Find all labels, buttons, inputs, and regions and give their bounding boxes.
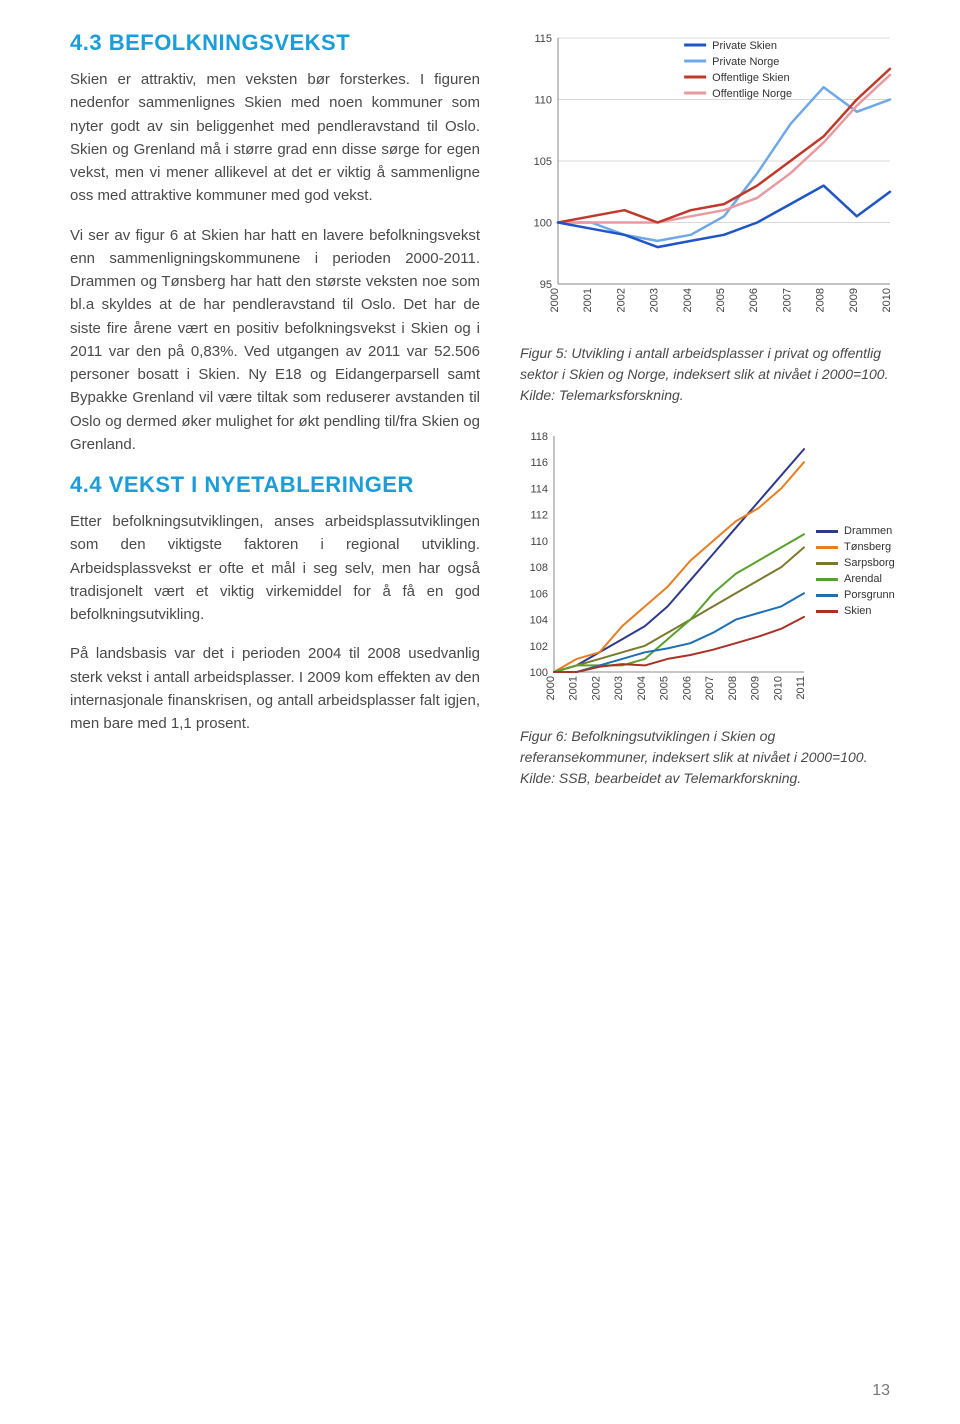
svg-text:2003: 2003 [613, 676, 625, 700]
svg-text:118: 118 [530, 431, 548, 443]
para-1: Skien er attraktiv, men veksten bør for­… [70, 68, 480, 208]
legend-swatch [816, 578, 838, 581]
svg-text:102: 102 [530, 641, 548, 653]
svg-text:110: 110 [534, 95, 552, 107]
svg-text:105: 105 [534, 156, 552, 168]
legend-item: Sarpsborg [816, 557, 895, 569]
svg-text:2004: 2004 [636, 676, 648, 700]
legend-swatch [816, 546, 838, 549]
legend-item: Porsgrunn [816, 589, 895, 601]
svg-text:2005: 2005 [715, 288, 727, 312]
figure-6-chart: 1001021041061081101121141161182000200120… [520, 428, 900, 718]
svg-text:2007: 2007 [704, 676, 716, 700]
left-column: 4.3 BEFOLKNINGSVEKST Skien er attraktiv,… [70, 30, 480, 811]
chart-2-svg: 1001021041061081101121141161182000200120… [520, 428, 810, 718]
svg-text:Offentlige Skien: Offentlige Skien [712, 72, 789, 84]
legend-label: Drammen [844, 525, 892, 537]
chart-1-svg: 9510010511011520002001200220032004200520… [520, 30, 900, 330]
svg-text:2004: 2004 [682, 288, 694, 312]
legend-item: Skien [816, 605, 895, 617]
svg-text:Private Norge: Private Norge [712, 56, 779, 68]
page-columns: 4.3 BEFOLKNINGSVEKST Skien er attraktiv,… [70, 30, 900, 811]
legend-label: Tønsberg [844, 541, 891, 553]
svg-text:2002: 2002 [615, 288, 627, 312]
para-3: Etter befolkningsutviklingen, anses arbe… [70, 510, 480, 626]
svg-text:2011: 2011 [795, 676, 807, 700]
heading-4-4: 4.4 VEKST I NYETABLERINGER [70, 472, 480, 498]
svg-text:2007: 2007 [781, 288, 793, 312]
legend-item: Arendal [816, 573, 895, 585]
svg-text:2005: 2005 [659, 676, 671, 700]
svg-text:2002: 2002 [590, 676, 602, 700]
svg-text:116: 116 [530, 457, 548, 469]
legend-swatch [816, 610, 838, 613]
svg-text:2001: 2001 [568, 676, 580, 700]
figure-5-chart: 9510010511011520002001200220032004200520… [520, 30, 900, 335]
svg-text:112: 112 [530, 510, 548, 522]
svg-text:2009: 2009 [750, 676, 762, 700]
svg-text:2009: 2009 [848, 288, 860, 312]
svg-text:114: 114 [530, 483, 548, 495]
svg-text:2006: 2006 [681, 676, 693, 700]
svg-text:Private Skien: Private Skien [712, 40, 777, 52]
svg-text:2000: 2000 [545, 676, 557, 700]
svg-text:108: 108 [530, 562, 548, 574]
heading-4-3: 4.3 BEFOLKNINGSVEKST [70, 30, 480, 56]
figure-5-caption: Figur 5: Utvikling i antall arbeidsplass… [520, 343, 900, 406]
svg-text:Offentlige Norge: Offentlige Norge [712, 88, 792, 100]
svg-text:106: 106 [530, 588, 548, 600]
svg-text:2000: 2000 [549, 288, 561, 312]
legend-label: Sarpsborg [844, 557, 895, 569]
svg-text:2008: 2008 [727, 676, 739, 700]
page-number: 13 [872, 1382, 890, 1400]
legend-item: Tønsberg [816, 541, 895, 553]
legend-label: Arendal [844, 573, 882, 585]
svg-text:2010: 2010 [772, 676, 784, 700]
legend-label: Porsgrunn [844, 589, 895, 601]
chart-2-legend: Drammen Tønsberg Sarpsborg Arendal Porsgrunn… [816, 525, 895, 621]
legend-label: Skien [844, 605, 872, 617]
svg-text:2006: 2006 [748, 288, 760, 312]
svg-text:2003: 2003 [649, 288, 661, 312]
legend-item: Drammen [816, 525, 895, 537]
svg-text:115: 115 [534, 33, 552, 45]
legend-swatch [816, 594, 838, 597]
svg-text:2001: 2001 [582, 288, 594, 312]
para-2: Vi ser av figur 6 at Skien har hatt en l… [70, 224, 480, 457]
para-4: På landsbasis var det i perioden 2004 ti… [70, 642, 480, 735]
svg-text:2010: 2010 [881, 288, 893, 312]
legend-swatch [816, 562, 838, 565]
svg-text:2008: 2008 [815, 288, 827, 312]
svg-text:110: 110 [530, 536, 548, 548]
figure-6-caption: Figur 6: Befolkningsutviklingen i Skien … [520, 726, 900, 789]
svg-text:100: 100 [534, 218, 552, 230]
right-column: 9510010511011520002001200220032004200520… [520, 30, 900, 811]
svg-text:104: 104 [530, 615, 548, 627]
legend-swatch [816, 530, 838, 533]
